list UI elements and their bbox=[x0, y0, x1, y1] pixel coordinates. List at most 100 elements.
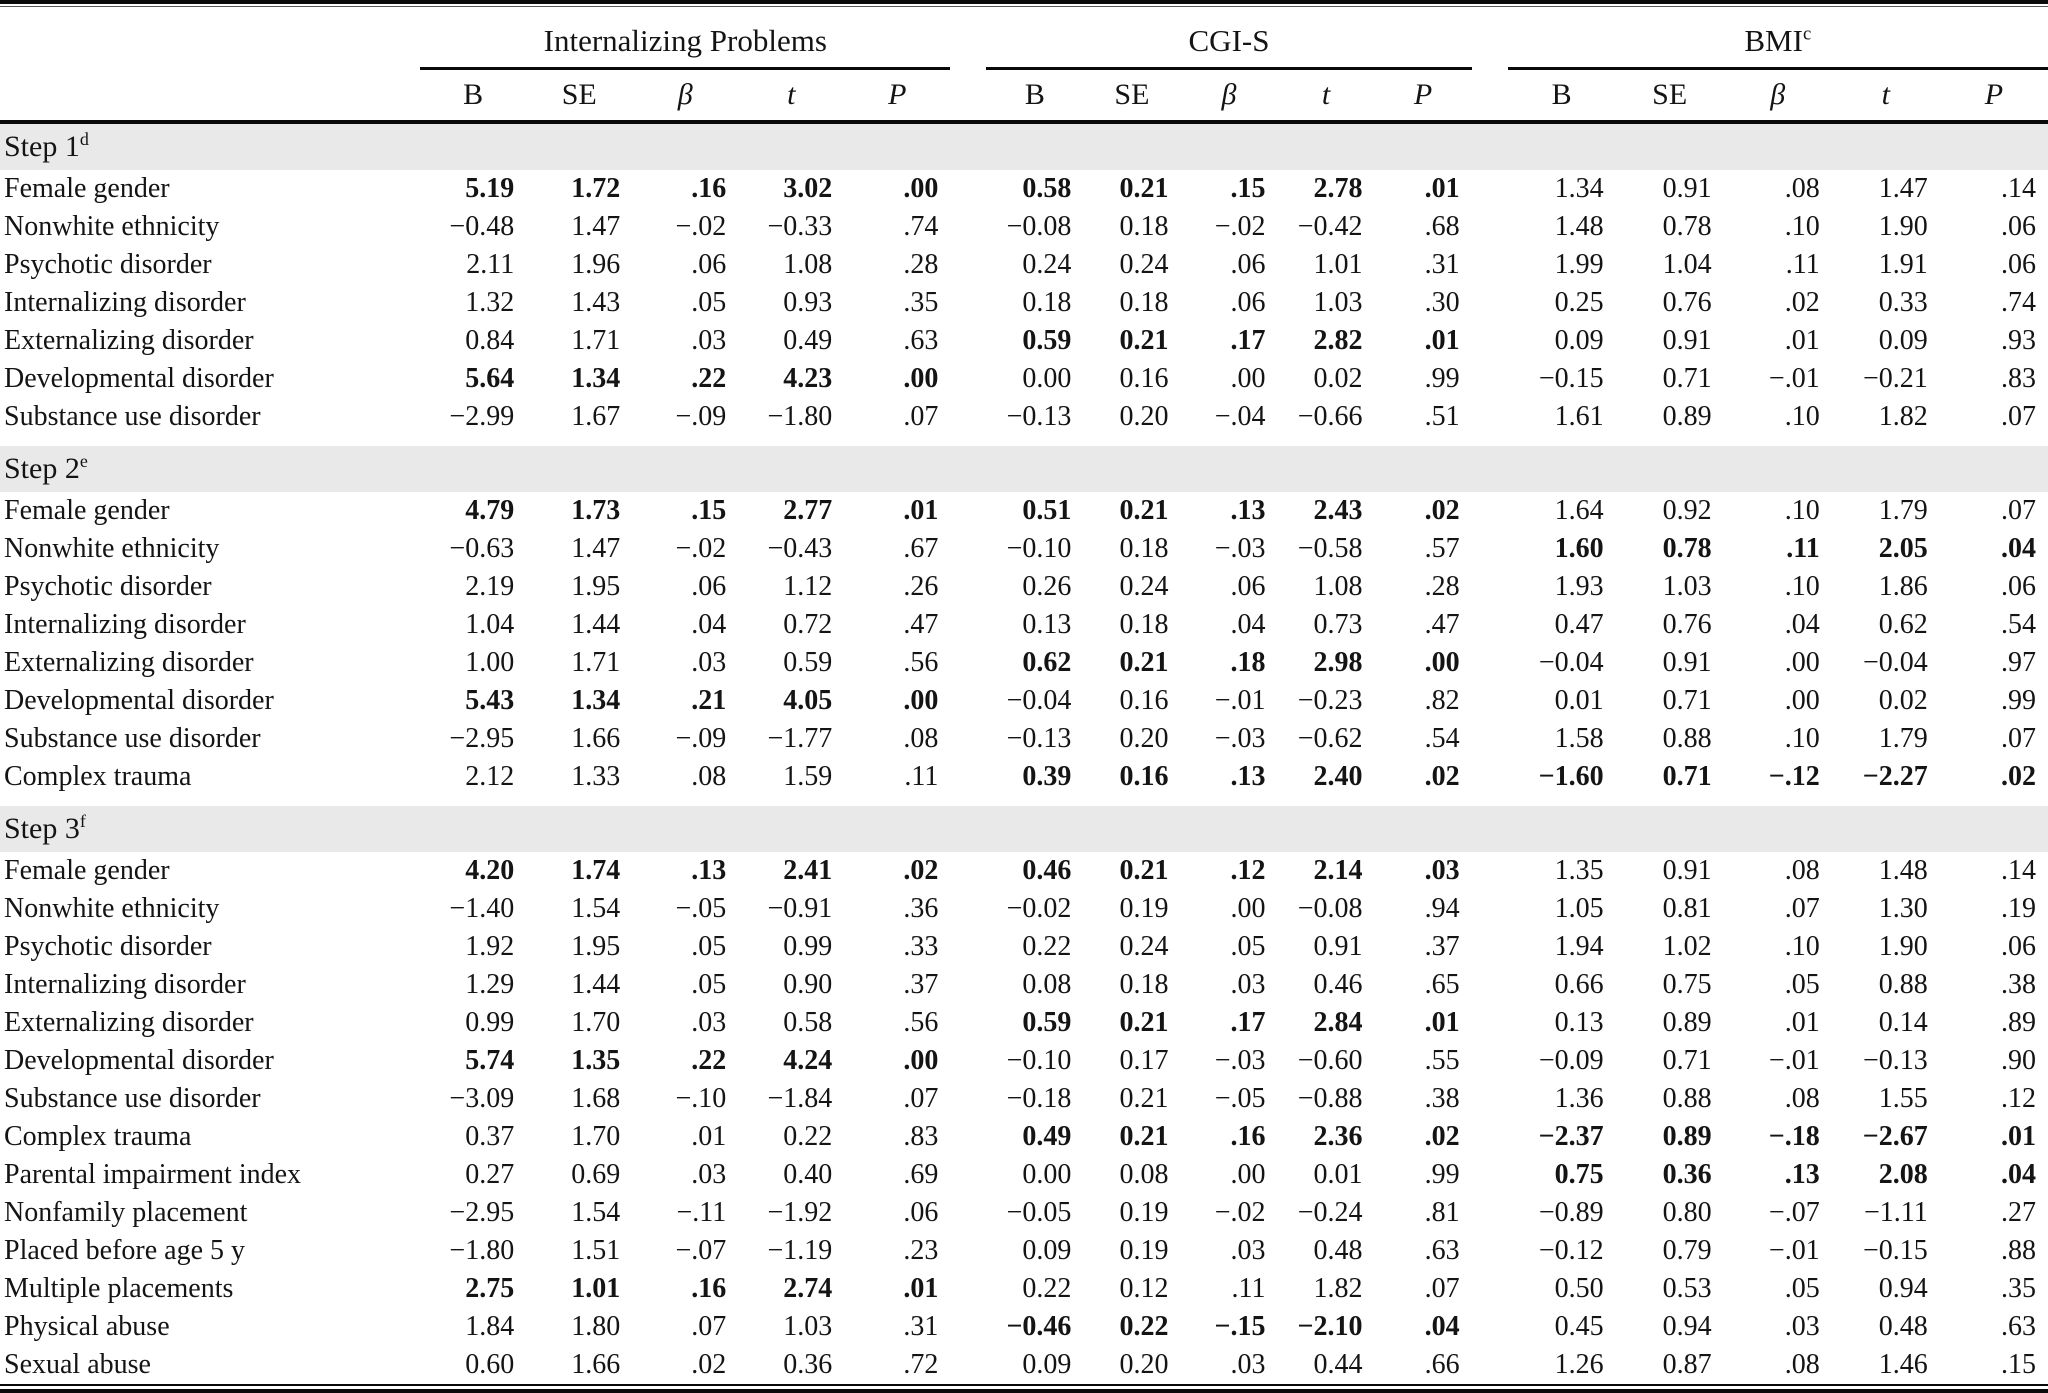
value-cell: .04 bbox=[1424, 1311, 1460, 1342]
value-cell: .06 bbox=[2001, 571, 2036, 602]
row-label: Complex trauma bbox=[4, 1121, 192, 1152]
value-cell: .54 bbox=[2001, 609, 2036, 640]
value-cell: 0.89 bbox=[1662, 401, 1712, 432]
value-cell: .63 bbox=[903, 325, 939, 356]
column-gap bbox=[950, 682, 986, 720]
value-cell: −.12 bbox=[1768, 761, 1820, 792]
row-label: Psychotic disorder bbox=[4, 931, 212, 962]
value-cell: .06 bbox=[2001, 931, 2036, 962]
value-cell: 0.21 bbox=[1119, 1083, 1169, 1114]
row-label: Nonwhite ethnicity bbox=[4, 533, 220, 564]
value-cell: 0.87 bbox=[1662, 1349, 1712, 1380]
value-cell: .07 bbox=[691, 1311, 727, 1342]
column-gap bbox=[1472, 1232, 1508, 1270]
value-cell: −.03 bbox=[1214, 533, 1266, 564]
row-label: Placed before age 5 y bbox=[4, 1235, 245, 1266]
section-header-row: Step 2e bbox=[0, 446, 2048, 492]
value-cell: −0.66 bbox=[1297, 401, 1363, 432]
value-cell: 0.00 bbox=[1022, 1159, 1072, 1190]
value-cell: 0.21 bbox=[1119, 855, 1169, 886]
value-cell: .67 bbox=[903, 533, 939, 564]
value-cell: .10 bbox=[1784, 723, 1820, 754]
column-gap bbox=[1472, 1308, 1508, 1346]
value-cell: 1.73 bbox=[571, 495, 621, 526]
value-cell: −.02 bbox=[1214, 211, 1266, 242]
column-gap bbox=[1472, 720, 1508, 758]
value-cell: 1.30 bbox=[1878, 893, 1928, 924]
column-gap bbox=[950, 1042, 986, 1080]
value-cell: −.11 bbox=[676, 1197, 727, 1228]
value-cell: 1.36 bbox=[1554, 1083, 1604, 1114]
value-cell: 0.71 bbox=[1662, 685, 1712, 716]
value-cell: −.01 bbox=[1768, 1235, 1820, 1266]
row-label: Multiple placements bbox=[4, 1273, 234, 1304]
value-cell: 1.46 bbox=[1878, 1349, 1928, 1380]
value-cell: −.15 bbox=[1214, 1311, 1266, 1342]
value-cell: −.05 bbox=[1214, 1083, 1266, 1114]
value-cell: 0.58 bbox=[1022, 173, 1072, 204]
value-cell: −3.09 bbox=[449, 1083, 515, 1114]
value-cell: 1.03 bbox=[1662, 571, 1712, 602]
value-cell: .12 bbox=[2001, 1083, 2036, 1114]
section-superscript: d bbox=[79, 129, 89, 149]
column-gap bbox=[1472, 492, 1508, 530]
section-header-cell: Step 3f bbox=[0, 806, 2048, 852]
value-cell: 1.01 bbox=[571, 1273, 621, 1304]
value-cell: .16 bbox=[1230, 1121, 1266, 1152]
value-cell: 1.47 bbox=[571, 211, 621, 242]
value-cell: .65 bbox=[1424, 969, 1460, 1000]
col-header-P: P bbox=[1939, 68, 2048, 124]
value-cell: −2.95 bbox=[449, 723, 515, 754]
value-cell: −1.77 bbox=[767, 723, 833, 754]
row-label: Externalizing disorder bbox=[4, 647, 254, 678]
row-label: Substance use disorder bbox=[4, 401, 261, 432]
table-row: Nonwhite ethnicity −0.48 1.47 −.02 −0.33 .74 −… bbox=[0, 208, 2048, 246]
value-cell: 2.98 bbox=[1313, 647, 1363, 678]
row-label: Physical abuse bbox=[4, 1311, 170, 1342]
col-header-SE: SE bbox=[526, 68, 633, 124]
value-cell: 0.49 bbox=[1022, 1121, 1072, 1152]
value-cell: .05 bbox=[1784, 1273, 1820, 1304]
row-label: Nonwhite ethnicity bbox=[4, 211, 220, 242]
value-cell: 3.02 bbox=[783, 173, 833, 204]
value-cell: .08 bbox=[1784, 1083, 1820, 1114]
table-row: Nonwhite ethnicity −0.63 1.47 −.02 −0.43 .67 −… bbox=[0, 530, 2048, 568]
value-cell: 1.66 bbox=[571, 1349, 621, 1380]
col-header-beta: β bbox=[1723, 68, 1832, 124]
value-cell: .94 bbox=[1424, 893, 1460, 924]
col-header-beta: β bbox=[1180, 68, 1278, 124]
value-cell: .03 bbox=[691, 325, 727, 356]
value-cell: 0.89 bbox=[1662, 1121, 1712, 1152]
column-gap bbox=[950, 966, 986, 1004]
column-gap bbox=[1472, 1080, 1508, 1118]
value-cell: 1.70 bbox=[571, 1121, 621, 1152]
value-cell: 2.36 bbox=[1313, 1121, 1363, 1152]
value-cell: 0.46 bbox=[1313, 969, 1363, 1000]
value-cell: −.03 bbox=[1214, 723, 1266, 754]
row-label: Nonfamily placement bbox=[4, 1197, 248, 1228]
value-cell: 0.19 bbox=[1119, 1197, 1169, 1228]
value-cell: 1.82 bbox=[1878, 401, 1928, 432]
spacer-cell bbox=[0, 796, 2048, 806]
value-cell: 0.91 bbox=[1662, 647, 1712, 678]
value-cell: −0.62 bbox=[1297, 723, 1363, 754]
value-cell: .27 bbox=[2001, 1197, 2036, 1228]
column-gap bbox=[1472, 246, 1508, 284]
row-label: Sexual abuse bbox=[4, 1349, 151, 1380]
value-cell: 1.91 bbox=[1878, 249, 1928, 280]
col-header-B: B bbox=[1507, 68, 1616, 124]
value-cell: −.02 bbox=[1214, 1197, 1266, 1228]
value-cell: .03 bbox=[691, 647, 727, 678]
value-cell: −0.60 bbox=[1297, 1045, 1363, 1076]
value-cell: 2.08 bbox=[1878, 1159, 1928, 1190]
column-gap bbox=[1472, 322, 1508, 360]
value-cell: 5.43 bbox=[465, 685, 515, 716]
table-row: Complex trauma 2.12 1.33 .08 1.59 .11 0.39 0.16… bbox=[0, 758, 2048, 796]
row-label: Female gender bbox=[4, 855, 170, 886]
value-cell: 1.86 bbox=[1878, 571, 1928, 602]
column-gap bbox=[950, 1118, 986, 1156]
value-cell: −0.89 bbox=[1538, 1197, 1604, 1228]
value-cell: 2.43 bbox=[1313, 495, 1363, 526]
column-gap bbox=[1471, 68, 1508, 124]
value-cell: −0.13 bbox=[1862, 1045, 1928, 1076]
